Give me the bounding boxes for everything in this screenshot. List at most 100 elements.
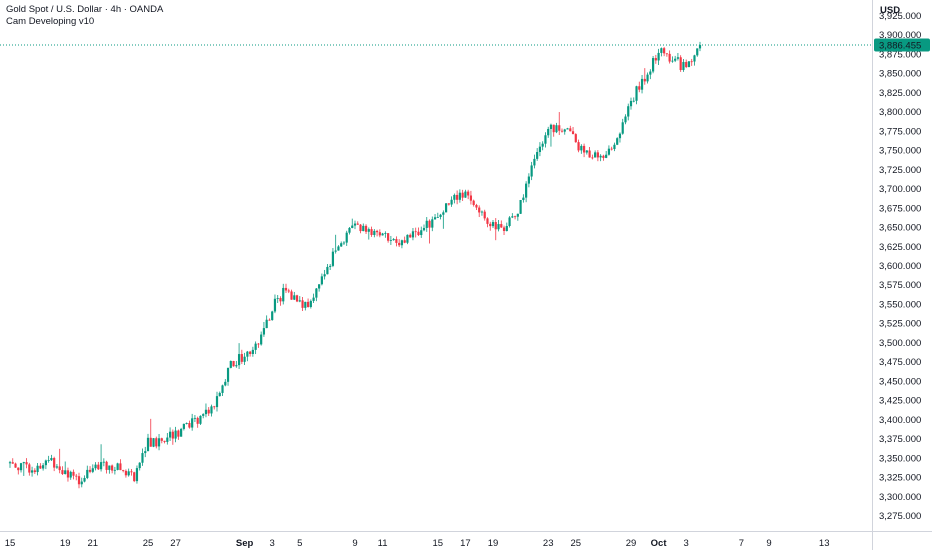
candle-up bbox=[180, 428, 183, 437]
candle-up bbox=[497, 224, 500, 230]
candle-up bbox=[351, 225, 354, 228]
price-tick-label: 3,750.000 bbox=[879, 146, 921, 157]
candle-up bbox=[340, 243, 343, 247]
candle-down bbox=[668, 53, 671, 62]
candle-up bbox=[651, 58, 655, 72]
price-axis[interactable]: 3,275.000 3,300.000 3,325.000 3,350.000 3,37… bbox=[879, 11, 921, 522]
candle-up bbox=[640, 78, 644, 90]
candle-down bbox=[679, 57, 682, 71]
time-tick-label: 15 bbox=[433, 538, 444, 549]
candle-down bbox=[177, 430, 180, 437]
candle-down bbox=[17, 467, 20, 471]
candle-up bbox=[547, 128, 550, 136]
candle-up bbox=[516, 213, 519, 217]
candle-up bbox=[182, 423, 185, 429]
indicator-label[interactable]: Cam Developing v10 bbox=[6, 16, 95, 27]
candle-up bbox=[618, 133, 622, 139]
price-tick-label: 3,925.000 bbox=[879, 11, 921, 22]
time-axis[interactable]: 15 19 21 25 27 Sep 3 5 9 11 15 17 19 23 25 29 Oct 3 7 9 13 bbox=[5, 538, 830, 549]
candle-up bbox=[55, 466, 59, 468]
candle-up bbox=[251, 349, 254, 354]
candle-up bbox=[635, 86, 638, 101]
candle-down bbox=[417, 231, 420, 236]
candle-down bbox=[284, 287, 288, 291]
candle-up bbox=[389, 240, 392, 241]
candle-down bbox=[14, 463, 17, 468]
candle-down bbox=[489, 223, 492, 227]
candle-up bbox=[19, 463, 23, 471]
candle-up bbox=[337, 246, 340, 251]
price-tick-label: 3,400.000 bbox=[879, 415, 921, 426]
candle-down bbox=[249, 351, 252, 354]
candle-up bbox=[342, 242, 346, 244]
candle-up bbox=[411, 231, 415, 238]
candle-down bbox=[513, 216, 517, 218]
candle-up bbox=[273, 298, 277, 312]
price-tick-label: 3,325.000 bbox=[879, 473, 921, 484]
currency-label: USD bbox=[880, 5, 900, 16]
candle-up bbox=[367, 229, 370, 232]
price-tick-label: 3,775.000 bbox=[879, 126, 921, 137]
candle-up bbox=[599, 155, 602, 158]
candle-up bbox=[116, 463, 119, 470]
candle-up bbox=[431, 219, 434, 228]
price-tick-label: 3,375.000 bbox=[879, 434, 921, 445]
candle-down bbox=[467, 191, 470, 196]
price-tick-label: 3,700.000 bbox=[879, 184, 921, 195]
candle-down bbox=[558, 125, 561, 131]
candle-up bbox=[86, 469, 89, 478]
candle-down bbox=[61, 470, 64, 475]
candle-up bbox=[536, 152, 539, 159]
candle-up bbox=[69, 471, 72, 478]
candle-up bbox=[392, 239, 395, 241]
candle-up bbox=[221, 385, 224, 393]
candle-down bbox=[240, 354, 243, 362]
time-tick-label: 15 bbox=[5, 538, 16, 549]
candle-down bbox=[654, 58, 657, 61]
candle-up bbox=[348, 227, 351, 233]
candle-up bbox=[135, 468, 139, 482]
candle-up bbox=[527, 176, 530, 184]
time-tick-label: 19 bbox=[60, 538, 71, 549]
candle-up bbox=[436, 216, 439, 218]
candle-up bbox=[146, 437, 150, 452]
candle-down bbox=[685, 61, 688, 68]
candle-up bbox=[22, 462, 25, 464]
candle-up bbox=[627, 106, 630, 117]
candle-up bbox=[505, 225, 508, 231]
candle-down bbox=[279, 298, 282, 302]
candle-up bbox=[696, 48, 699, 56]
price-tick-label: 3,450.000 bbox=[879, 376, 921, 387]
candle-up bbox=[422, 227, 426, 231]
candle-up bbox=[687, 61, 691, 68]
candle-down bbox=[160, 438, 163, 441]
candle-up bbox=[108, 465, 111, 470]
time-tick-label: 25 bbox=[143, 538, 154, 549]
time-tick-label: 29 bbox=[626, 538, 637, 549]
candle-up bbox=[243, 356, 246, 362]
candle-down bbox=[268, 319, 271, 321]
candle-up bbox=[323, 274, 326, 277]
symbol-title[interactable]: Gold Spot / U.S. Dollar · 4h · OANDA bbox=[6, 4, 164, 15]
candle-up bbox=[607, 148, 611, 155]
candle-up bbox=[315, 288, 318, 298]
candle-down bbox=[77, 476, 81, 485]
price-tick-label: 3,650.000 bbox=[879, 223, 921, 234]
time-tick-label: Oct bbox=[651, 538, 668, 549]
candle-up bbox=[605, 154, 608, 158]
candle-down bbox=[196, 417, 199, 424]
candle-up bbox=[464, 191, 467, 198]
candle-up bbox=[42, 465, 45, 469]
price-tick-label: 3,625.000 bbox=[879, 242, 921, 253]
candle-up bbox=[271, 311, 274, 321]
candle-up bbox=[491, 222, 495, 227]
candle-up bbox=[237, 354, 241, 366]
candle-down bbox=[295, 295, 299, 302]
candle-up bbox=[94, 464, 97, 469]
candle-down bbox=[97, 464, 100, 470]
candle-up bbox=[152, 438, 155, 447]
candle-up bbox=[329, 265, 332, 267]
price-tick-label: 3,475.000 bbox=[879, 357, 921, 368]
candle-up bbox=[265, 319, 268, 329]
candle-up bbox=[235, 365, 238, 367]
